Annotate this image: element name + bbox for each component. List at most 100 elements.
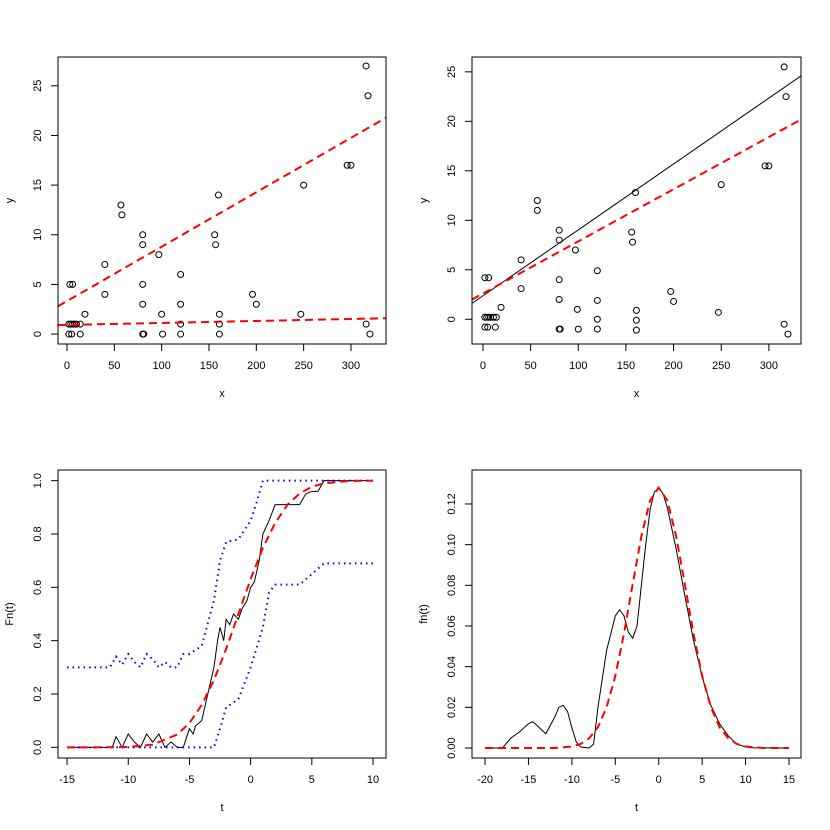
point bbox=[593, 267, 601, 275]
panel: -20 -15 -10 -5 0 5 10 15 0.00 0.02 0.04 0.06 0.08 0.1… bbox=[418, 469, 802, 814]
plot-box bbox=[57, 469, 387, 759]
x-tick-label: 150 bbox=[617, 360, 635, 372]
curve bbox=[67, 479, 374, 669]
y-tick-label: 20 bbox=[32, 129, 44, 141]
point bbox=[484, 323, 492, 331]
x-tick-label: 15 bbox=[783, 774, 795, 786]
point bbox=[632, 306, 640, 314]
fit-line bbox=[58, 317, 386, 327]
point bbox=[252, 300, 260, 308]
point bbox=[667, 288, 675, 296]
curve bbox=[67, 479, 374, 749]
point bbox=[761, 162, 769, 170]
point bbox=[211, 231, 219, 239]
point bbox=[101, 290, 109, 298]
point bbox=[555, 276, 563, 284]
point bbox=[632, 326, 640, 334]
point bbox=[66, 280, 74, 288]
y-tick-label: 0.4 bbox=[32, 633, 44, 648]
point bbox=[492, 313, 500, 321]
fit-line bbox=[472, 118, 801, 301]
x-tick-label: 200 bbox=[664, 360, 682, 372]
y-tick-label: 0.0 bbox=[32, 740, 44, 755]
curve bbox=[485, 486, 790, 749]
point bbox=[139, 241, 147, 249]
fit-line bbox=[58, 116, 386, 308]
point bbox=[780, 63, 788, 71]
y-axis-label: Fn(t) bbox=[4, 602, 16, 625]
point bbox=[485, 274, 493, 282]
point bbox=[300, 181, 308, 189]
y-tick-label: 0.02 bbox=[446, 697, 458, 718]
point bbox=[632, 316, 640, 324]
point bbox=[139, 300, 147, 308]
point bbox=[366, 330, 374, 338]
point bbox=[593, 296, 601, 304]
point bbox=[139, 280, 147, 288]
point bbox=[533, 197, 541, 204]
x-tick-label: 0 bbox=[64, 360, 70, 372]
y-tick-label: 0.04 bbox=[446, 656, 458, 677]
point bbox=[556, 325, 564, 333]
x-tick-label: -5 bbox=[185, 774, 195, 786]
x-tick-label: 0 bbox=[480, 360, 486, 372]
point bbox=[571, 246, 579, 254]
point bbox=[297, 310, 305, 318]
point bbox=[140, 330, 148, 338]
point bbox=[481, 274, 489, 282]
point bbox=[574, 325, 582, 333]
x-axis-label: t bbox=[220, 802, 223, 814]
x-tick-label: 300 bbox=[760, 360, 778, 372]
point bbox=[158, 310, 166, 318]
x-tick-label: 5 bbox=[699, 774, 705, 786]
x-tick-label: 250 bbox=[294, 360, 312, 372]
point bbox=[101, 261, 109, 269]
y-tick-label: 10 bbox=[32, 229, 44, 241]
curve bbox=[485, 485, 790, 750]
y-tick-label: 0.2 bbox=[32, 686, 44, 701]
point bbox=[215, 330, 223, 338]
y-tick-label: 0.08 bbox=[446, 575, 458, 596]
y-tick-label: 5 bbox=[446, 267, 458, 273]
plot-area bbox=[67, 479, 374, 749]
point bbox=[69, 280, 77, 288]
x-tick-label: -20 bbox=[477, 774, 493, 786]
x-tick-label: 250 bbox=[712, 360, 730, 372]
point bbox=[159, 330, 167, 338]
y-tick-label: 15 bbox=[446, 165, 458, 177]
y-tick-label: 0.12 bbox=[446, 493, 458, 514]
y-axis-label: fn(t) bbox=[418, 604, 430, 624]
point bbox=[177, 270, 185, 278]
plot-box bbox=[57, 56, 387, 345]
point bbox=[670, 297, 678, 305]
point bbox=[139, 231, 147, 239]
point bbox=[215, 310, 223, 318]
curve bbox=[67, 562, 374, 749]
x-axis-label: x bbox=[219, 388, 225, 400]
point bbox=[629, 238, 637, 246]
y-tick-label: 0 bbox=[446, 316, 458, 322]
point bbox=[555, 226, 563, 234]
point bbox=[214, 191, 222, 199]
x-axis-label: x bbox=[634, 388, 640, 400]
y-tick-label: 0.00 bbox=[446, 737, 458, 758]
point bbox=[593, 325, 601, 333]
x-tick-label: -15 bbox=[59, 774, 75, 786]
point bbox=[517, 285, 525, 293]
point bbox=[489, 313, 497, 321]
point bbox=[68, 330, 76, 338]
point bbox=[714, 308, 722, 316]
panel: 0 50 100 150 200 250 300 0 5 10 15 20 25 x y bbox=[418, 56, 802, 400]
plot-area bbox=[58, 62, 386, 338]
point bbox=[155, 251, 163, 259]
point bbox=[177, 330, 185, 338]
point bbox=[177, 300, 185, 308]
x-tick-label: 50 bbox=[108, 360, 120, 372]
point bbox=[782, 93, 790, 101]
point bbox=[343, 161, 351, 169]
point bbox=[212, 241, 220, 249]
x-axis-label: t bbox=[635, 802, 638, 814]
point bbox=[249, 290, 257, 298]
y-tick-label: 15 bbox=[32, 179, 44, 191]
